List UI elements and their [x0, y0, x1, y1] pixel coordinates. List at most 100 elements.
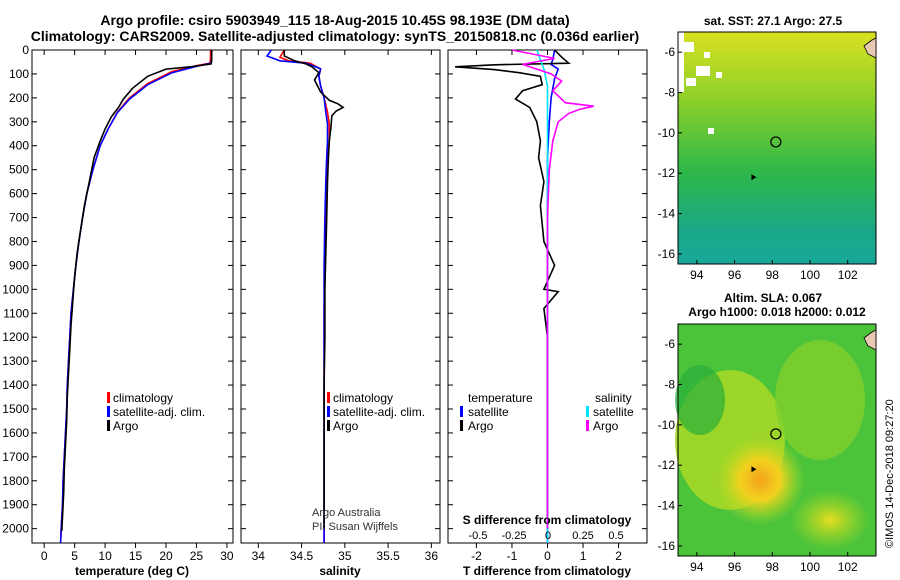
- temperature-panel: 0100200300400500600700800900100011001200…: [2, 43, 647, 578]
- sla-ytick-label: -8: [664, 378, 675, 392]
- legend-title-temperature: temperature: [468, 391, 533, 405]
- legend-label-argo: Argo: [333, 419, 359, 433]
- temp-series-line-1: [59, 50, 213, 544]
- sst-gap: [704, 52, 710, 58]
- sst-coastline: [863, 37, 877, 59]
- sal-xtick-label: 34.5: [290, 549, 314, 563]
- difference-legend: temperature salinity satellite Argo sate…: [460, 391, 634, 433]
- sal-xtick-label: 34: [252, 549, 266, 563]
- legend-swatch-t-satellite: [460, 406, 463, 417]
- temp-xtick-label: 10: [98, 549, 112, 563]
- diff-series-line-2: [536, 49, 549, 543]
- depth-tick-label: 1100: [3, 306, 29, 320]
- s-tick-4: 0.25: [572, 530, 593, 542]
- depth-tick-label: 1300: [2, 354, 29, 368]
- sal-xtick-label: 35.5: [376, 549, 400, 563]
- depth-tick-label: 100: [9, 67, 29, 81]
- sal-xtick-label: 35: [338, 549, 352, 563]
- credit-line-2: PI: Susan Wijffels: [312, 521, 398, 533]
- sst-map-axes: 94 96 98 100 102 -6 -8 -10 -12 -14 -16: [658, 45, 858, 282]
- salinity-panel: 34 34.5 35 35.5 36 salinity climatology sate…: [240, 49, 441, 578]
- sla-xtick-label: 100: [800, 560, 820, 574]
- depth-tick-label: 500: [9, 163, 29, 177]
- sla-anomaly-region: [675, 365, 725, 435]
- sla-anomaly-region: [775, 340, 865, 460]
- difference-panel: -2 -1 0 1 2 T difference from climatology S …: [447, 49, 648, 578]
- depth-tick-label: 400: [9, 139, 29, 153]
- s-tick-5: 0.5: [608, 530, 623, 542]
- sst-ytick-label: -16: [658, 247, 676, 261]
- temperature-xlabel: temperature (deg C): [75, 564, 189, 578]
- legend-label-s-argo: Argo: [593, 419, 619, 433]
- legend-label-t-satellite: satellite: [468, 405, 509, 419]
- depth-tick-label: 1200: [2, 330, 29, 344]
- temp-xtick-label: 15: [129, 549, 143, 563]
- depth-tick-label: 0: [22, 43, 29, 57]
- depth-tick-label: 600: [9, 187, 29, 201]
- temp-series-line-0: [59, 50, 212, 544]
- s-tick-2: -0.25: [501, 530, 526, 542]
- diff-xtick-label: 2: [615, 549, 622, 563]
- temp-xtick-label: 30: [220, 549, 234, 563]
- salinity-x-axis: 34 34.5 35 35.5 36: [252, 50, 439, 563]
- depth-tick-label: 1700: [2, 450, 29, 464]
- sal-series-line-1: [265, 49, 329, 543]
- legend-label-climatology: climatology: [113, 391, 173, 405]
- depth-tick-label: 2000: [2, 522, 29, 536]
- sst-xtick-label: 96: [728, 268, 742, 282]
- sla-argo-position-marker: [770, 428, 782, 440]
- legend-swatch-satellite: [327, 406, 330, 417]
- temp-xtick-label: 5: [71, 549, 78, 563]
- salinity-legend: climatology satellite-adj. clim. Argo: [327, 391, 425, 433]
- difference-xlabel: T difference from climatology: [463, 564, 631, 578]
- sst-gap: [684, 42, 694, 52]
- depth-tick-label: 200: [9, 91, 29, 105]
- temperature-series: [59, 50, 213, 544]
- sst-gap: [678, 32, 684, 92]
- sal-xtick-label: 36: [425, 549, 439, 563]
- legend-swatch-argo: [107, 420, 110, 431]
- credit-line-1: Argo Australia: [312, 507, 381, 519]
- s-difference-label: S difference from climatology: [463, 513, 632, 527]
- legend-label-satellite: satellite-adj. clim.: [333, 405, 425, 419]
- sla-map-subtitle: Argo h1000: 0.018 h2000: 0.012: [688, 305, 866, 319]
- sla-anomaly-region: [715, 435, 805, 525]
- title-line-2: Climatology: CARS2009. Satellite-adjuste…: [31, 28, 639, 44]
- legend-swatch-argo: [327, 420, 330, 431]
- temp-xtick-label: 25: [190, 549, 204, 563]
- salinity-xlabel: salinity: [319, 564, 361, 578]
- temp-xtick-label: 0: [41, 549, 48, 563]
- sst-xtick-label: 102: [838, 268, 858, 282]
- sst-map-panel: sat. SST: 27.1 Argo: 27.5 94 96 98 100 102 -6…: [658, 14, 877, 282]
- temp-xtick-label: 20: [159, 549, 173, 563]
- sst-gap: [708, 128, 714, 134]
- sst-map-title: sat. SST: 27.1 Argo: 27.5: [704, 14, 843, 28]
- sla-xtick-label: 96: [728, 560, 742, 574]
- temp-series-line-2: [61, 50, 213, 532]
- sst-track-marker: [751, 174, 757, 181]
- diff-series-line-1: [455, 49, 571, 529]
- legend-label-s-satellite: satellite: [593, 405, 634, 419]
- sst-ytick-label: -6: [664, 45, 675, 59]
- legend-swatch-s-satellite: [586, 406, 589, 417]
- sst-ytick-label: -10: [658, 126, 676, 140]
- sla-map-frame: [677, 323, 877, 557]
- s-difference-ticks: -0.5 -0.25 0 0.25 0.5: [469, 530, 624, 542]
- legend-swatch-climatology: [107, 392, 110, 403]
- s-tick-1: -0.5: [469, 530, 488, 542]
- legend-swatch-t-argo: [460, 420, 463, 431]
- depth-axis: 0 100 200 300 400 500 600 700 800 900 1000 1100 1200…: [2, 43, 647, 536]
- sla-ytick-label: -6: [664, 337, 675, 351]
- depth-tick-label: 800: [9, 234, 29, 248]
- diff-series-line-0: [546, 49, 560, 543]
- sla-xtick-label: 102: [838, 560, 858, 574]
- s-tick-3: 0: [545, 530, 551, 542]
- title-line-1: Argo profile: csiro 5903949_115 18-Aug-2…: [100, 12, 569, 28]
- sla-ytick-label: -16: [658, 539, 676, 553]
- temperature-x-axis: 0 5 10 15 20 25 30: [41, 50, 234, 563]
- depth-tick-label: 300: [9, 115, 29, 129]
- sla-ytick-label: -10: [658, 418, 676, 432]
- legend-label-argo: Argo: [113, 419, 139, 433]
- depth-tick-label: 700: [9, 211, 29, 225]
